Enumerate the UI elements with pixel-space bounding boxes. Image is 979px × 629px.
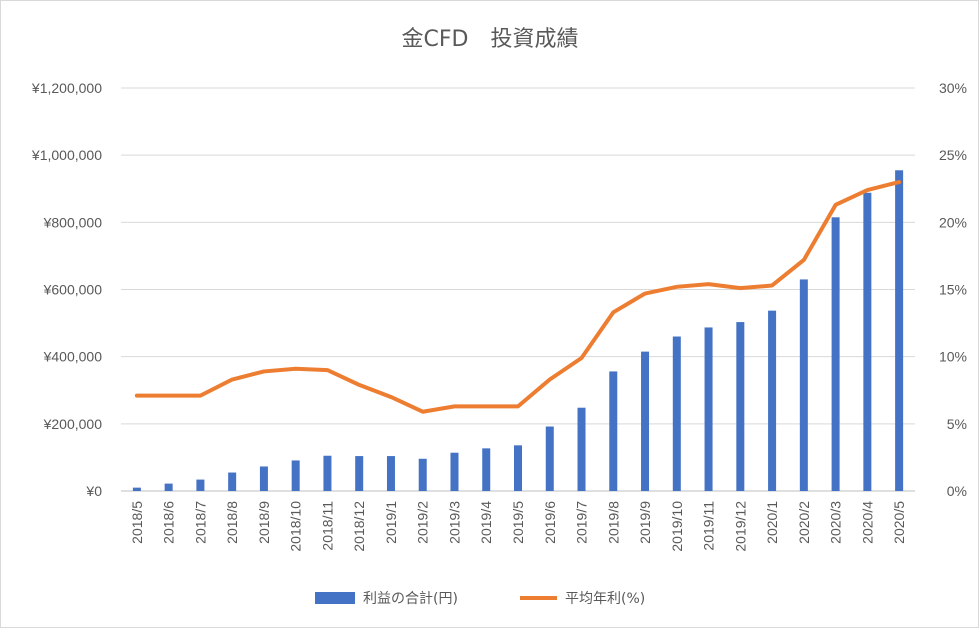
series-line [134,180,902,414]
left-tick-label: ¥1,200,000 [31,80,102,96]
x-tick-label: 2018/10 [288,501,304,552]
x-tick-label: 2018/7 [192,501,208,544]
bar [831,217,840,491]
bar [291,460,300,491]
x-tick-label: 2020/1 [764,501,780,544]
x-tick-label: 2019/5 [510,501,526,544]
right-tick-label: 30% [939,80,967,96]
bar [799,279,808,491]
bar [196,479,205,491]
bar [514,445,522,491]
line-series [134,180,902,414]
left-tick-label: ¥200,000 [43,416,103,432]
bar [355,456,364,491]
right-axis-ticks: 0% 5% 10% 15% 20% 25% 30% [939,80,967,499]
left-tick-label: ¥0 [85,483,102,499]
bar [641,351,650,491]
x-tick-label: 2019/4 [478,501,494,544]
left-tick-label: ¥600,000 [43,282,103,298]
x-tick-label: 2018/8 [224,501,240,544]
bar [164,483,173,491]
legend-label-line: 平均年利(%) [565,591,645,607]
x-tick-label: 2019/1 [383,501,399,544]
bar [609,371,618,491]
right-tick-label: 5% [947,416,967,432]
x-axis-ticks: 2018/5 2018/6 2018/7 2018/8 2018/9 2018/10 201… [129,501,907,552]
x-tick-label: 2020/4 [859,501,875,544]
legend-swatch-bar [315,592,355,604]
x-tick-label: 2018/9 [256,501,272,544]
bar [132,487,141,491]
right-tick-label: 25% [939,147,967,163]
x-tick-label: 2019/8 [605,501,621,544]
legend: 利益の合計(円) 平均年利(%) [315,591,645,607]
bar [768,310,777,491]
x-tick-label: 2019/6 [542,501,558,544]
bar [323,455,332,491]
bar-series [132,170,904,491]
bar [259,466,268,491]
right-tick-label: 15% [939,282,967,298]
x-tick-label: 2018/5 [129,501,145,544]
bar [863,192,872,491]
bar [418,458,427,491]
x-tick-label: 2020/2 [796,501,812,544]
bar [482,448,491,491]
x-tick-label: 2019/12 [732,501,748,552]
x-tick-label: 2020/5 [891,501,907,544]
x-tick-label: 2019/7 [574,501,590,544]
bar [386,456,395,491]
chart-title: 金CFD 投資成績 [402,27,579,52]
right-tick-label: 0% [947,483,967,499]
gridlines [121,87,915,492]
left-tick-label: ¥1,000,000 [31,147,102,163]
x-tick-label: 2020/3 [828,501,844,544]
x-tick-label: 2018/11 [319,501,335,551]
left-axis-ticks: ¥0 ¥200,000 ¥400,000 ¥600,000 ¥800,000 ¥1,000… [31,80,102,499]
right-tick-label: 20% [939,214,967,230]
x-tick-label: 2018/12 [351,501,367,552]
bar [450,452,459,491]
bar [704,327,713,491]
left-tick-label: ¥800,000 [43,214,103,230]
right-tick-label: 10% [939,349,967,365]
bar [672,336,681,491]
x-tick-label: 2019/2 [415,501,431,544]
bar [545,426,554,491]
bar [736,322,745,491]
left-tick-label: ¥400,000 [43,349,103,365]
x-tick-label: 2019/10 [669,501,685,552]
legend-label-bar: 利益の合計(円) [363,591,458,607]
bar [895,170,904,491]
x-tick-label: 2019/3 [446,501,462,544]
x-tick-label: 2019/9 [637,501,653,544]
bar [228,472,237,491]
x-tick-label: 2019/11 [701,501,717,551]
bar [577,407,586,491]
x-tick-label: 2018/6 [161,501,177,544]
